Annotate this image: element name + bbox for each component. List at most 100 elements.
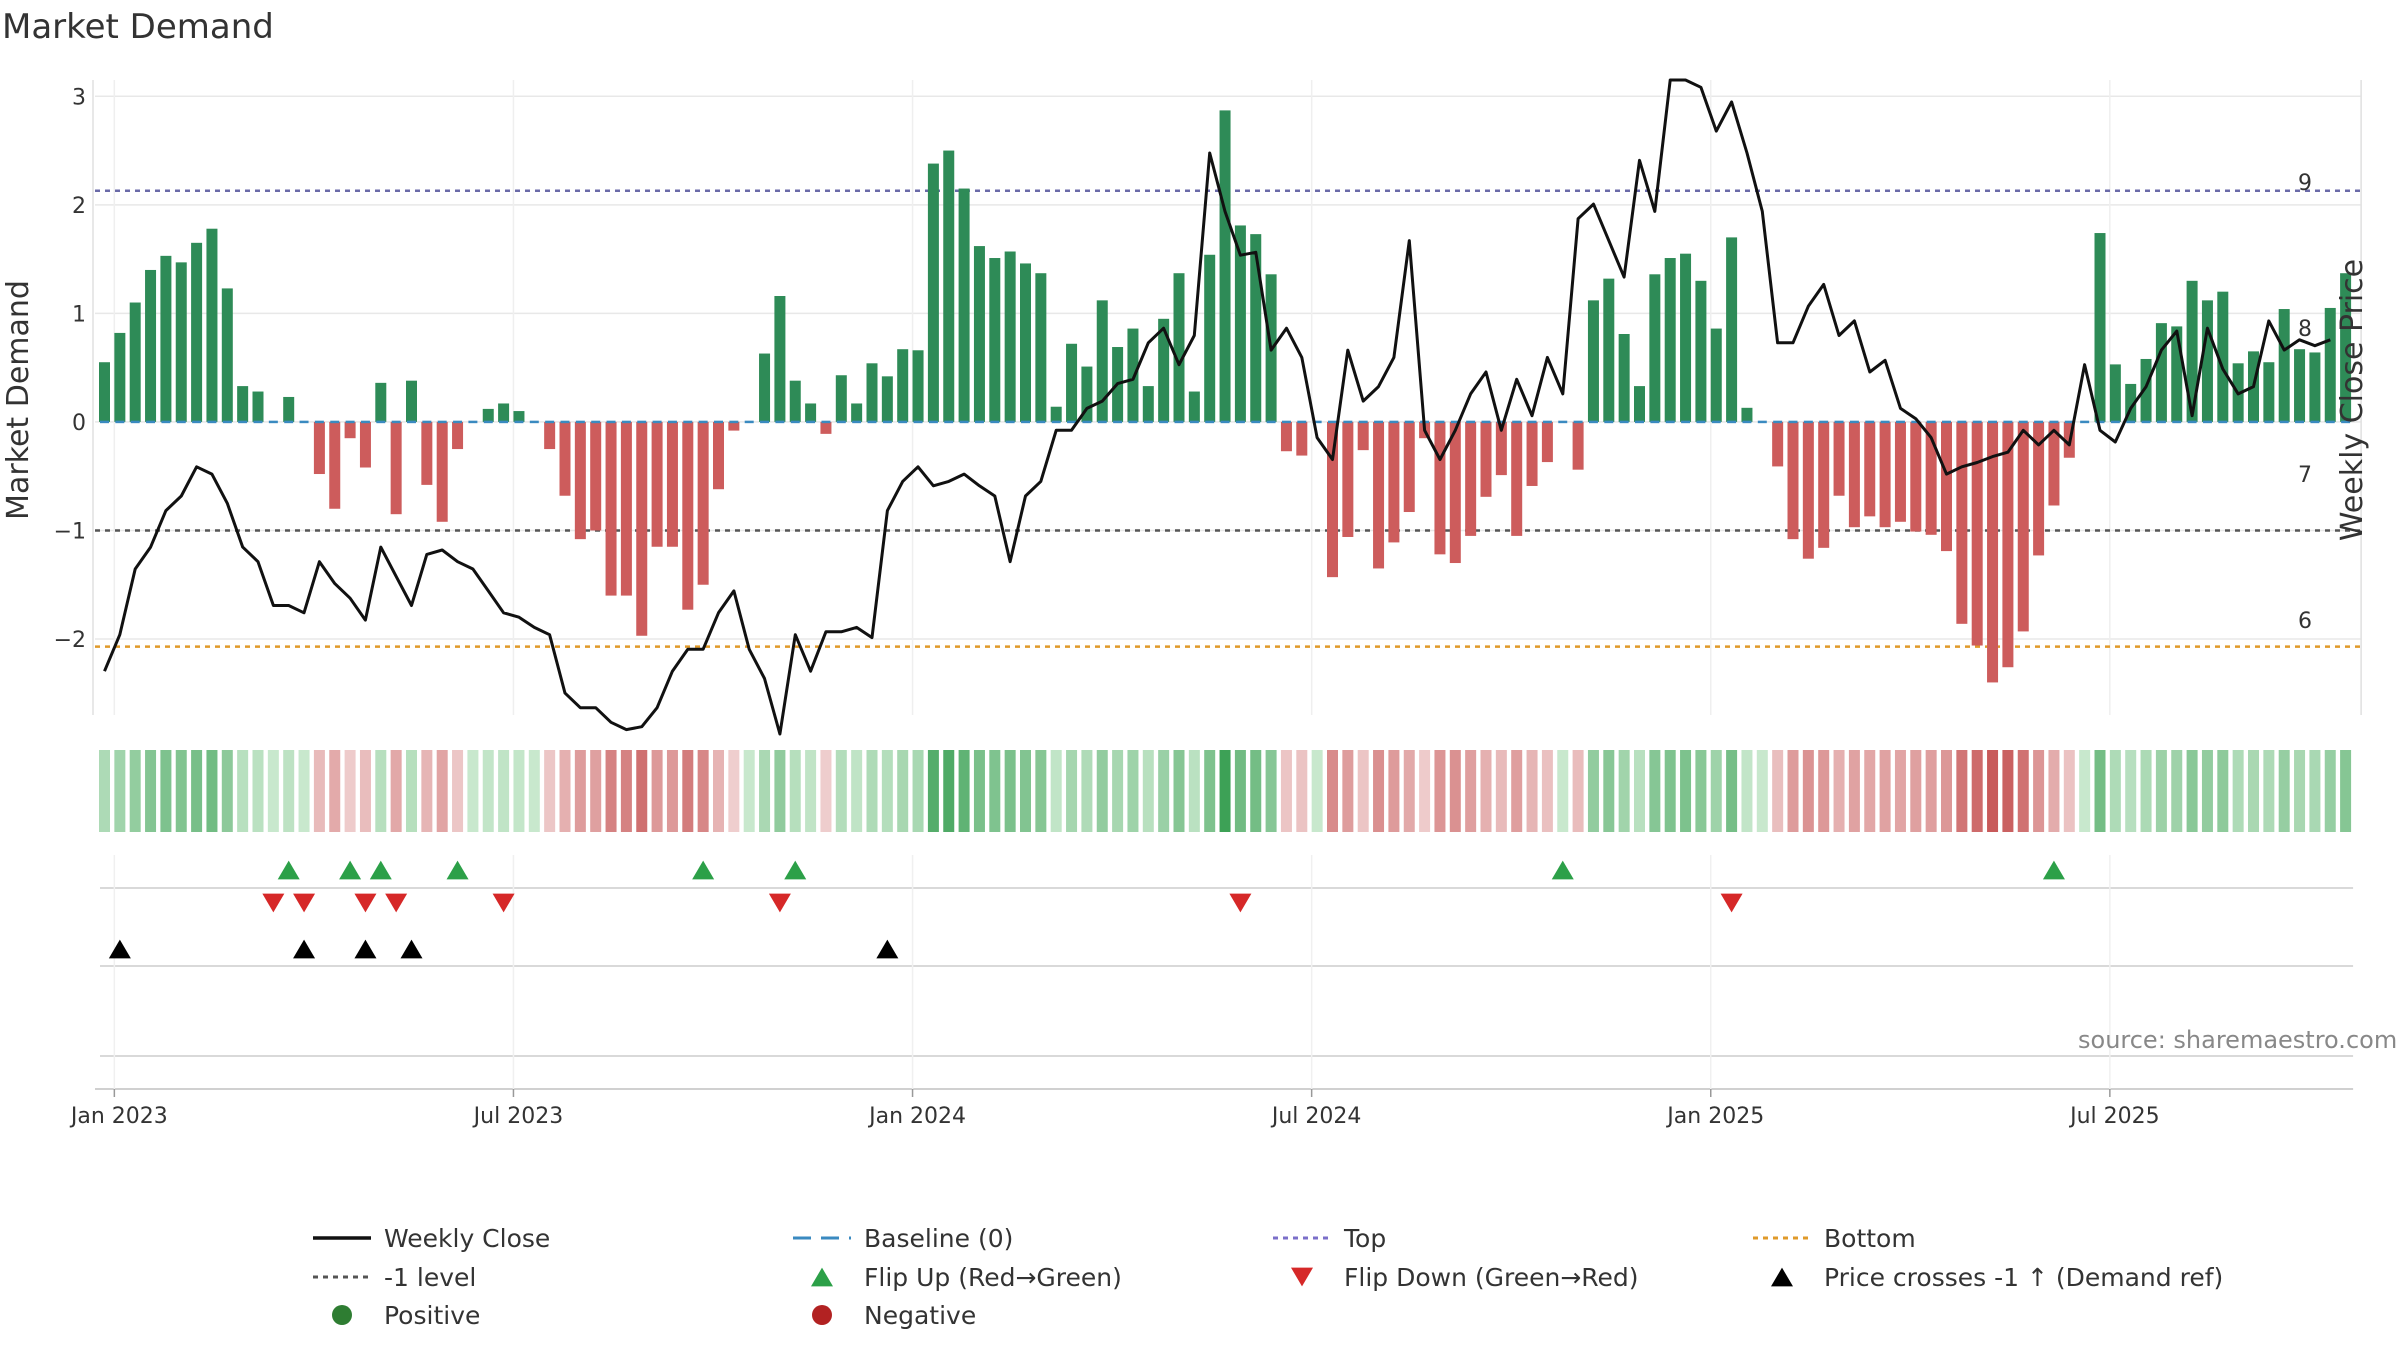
flip-down-marker [1229, 893, 1252, 913]
heat-cell [436, 750, 448, 832]
demand-bar [1495, 421, 1507, 476]
heat-cell [1526, 750, 1538, 832]
legend-swatch [1291, 1267, 1313, 1287]
heat-cell [2201, 750, 2213, 832]
demand-bar [2125, 383, 2137, 422]
flip-down-marker [385, 893, 408, 913]
heat-cell [498, 750, 510, 832]
demand-bar [2263, 362, 2275, 422]
heat-cell [805, 750, 817, 832]
heat-cell [1879, 750, 1891, 832]
heat-cell [1449, 750, 1461, 832]
heat-cell [835, 750, 847, 832]
demand-bar [421, 421, 433, 485]
demand-bar [1188, 391, 1200, 422]
heat-cell [1802, 750, 1814, 832]
demand-bar [897, 349, 909, 422]
demand-bar [1511, 421, 1523, 536]
heat-cell [2278, 750, 2290, 832]
heat-cell [1066, 750, 1078, 832]
flip-up-marker [2042, 860, 2065, 880]
demand-bar [1894, 421, 1906, 522]
right-axis-ticks: 9 8 7 6 [2298, 171, 2312, 634]
heat-cell [1204, 750, 1216, 832]
heat-cell [1020, 750, 1031, 832]
legend-swatch [811, 1267, 833, 1287]
demand-heat-strip [99, 750, 2352, 832]
heat-cell [329, 750, 341, 832]
demand-bar [1204, 254, 1216, 422]
demand-bar [1373, 421, 1385, 569]
demand-bar [1342, 421, 1354, 537]
demand-bar [2309, 352, 2321, 422]
left-tick-label: 2 [72, 194, 86, 219]
heat-cell [267, 750, 279, 832]
heat-cell [99, 750, 110, 832]
legend-label: Positive [384, 1301, 480, 1330]
demand-bar [1925, 421, 1937, 535]
heat-cell [1894, 750, 1906, 832]
demand-bar [774, 296, 786, 422]
demand-bar [1818, 421, 1830, 548]
demand-bar [1772, 421, 1784, 467]
heat-cell [2171, 750, 2183, 832]
demand-bar [2201, 300, 2213, 422]
heat-cell [713, 750, 724, 832]
heat-cell [1158, 750, 1170, 832]
demand-bar [452, 421, 464, 450]
heat-cell [1311, 750, 1323, 832]
demand-bar [2094, 233, 2106, 422]
heat-cell [1511, 750, 1523, 832]
demand-bar [590, 421, 602, 531]
heat-cell [513, 750, 525, 832]
legend-label: Flip Down (Green→Red) [1344, 1263, 1639, 1292]
heat-cell [2263, 750, 2275, 832]
heat-cell [2186, 750, 2198, 832]
demand-bar [851, 403, 863, 422]
demand-bar [175, 262, 187, 422]
legend-label: Weekly Close [384, 1224, 550, 1253]
demand-bar [559, 421, 571, 496]
right-tick-label: 8 [2298, 317, 2312, 342]
legend-label: Negative [864, 1301, 976, 1330]
demand-bar [329, 421, 341, 509]
heat-cell [1434, 750, 1446, 832]
heat-cell [1603, 750, 1615, 832]
demand-bar [912, 350, 924, 422]
demand-bar [1173, 273, 1185, 422]
heat-cell [375, 750, 387, 832]
heat-cell [1710, 750, 1722, 832]
heat-cell [1373, 750, 1385, 832]
heat-cell [1050, 750, 1062, 832]
flip-down-marker [1720, 893, 1743, 913]
left-tick-label: 1 [72, 302, 86, 327]
heat-cell [2140, 750, 2152, 832]
heat-cell [759, 750, 771, 832]
demand-bar [482, 408, 494, 422]
demand-bar [1096, 300, 1108, 422]
heat-cell [2094, 750, 2106, 832]
demand-bars [99, 110, 2352, 683]
demand-bar [1050, 406, 1062, 422]
demand-bar [2186, 280, 2198, 422]
flip-up-marker [369, 860, 392, 880]
demand-bar [636, 421, 648, 636]
demand-bar [1403, 421, 1415, 513]
heat-cell [1664, 750, 1676, 832]
heat-cell [1173, 750, 1185, 832]
heat-cell [1035, 750, 1047, 832]
demand-bar [206, 228, 218, 422]
demand-bar [221, 288, 233, 422]
demand-bar [1327, 421, 1338, 578]
demand-bar [1449, 421, 1461, 564]
price-cross-marker [354, 939, 377, 959]
heat-cell [973, 750, 985, 832]
demand-bar [2171, 326, 2183, 422]
heat-cell [298, 750, 310, 832]
heat-cell [1818, 750, 1830, 832]
demand-bar [1081, 366, 1093, 422]
heat-cell [1219, 750, 1231, 832]
demand-bar [1971, 421, 1983, 646]
demand-bar [1618, 334, 1630, 422]
